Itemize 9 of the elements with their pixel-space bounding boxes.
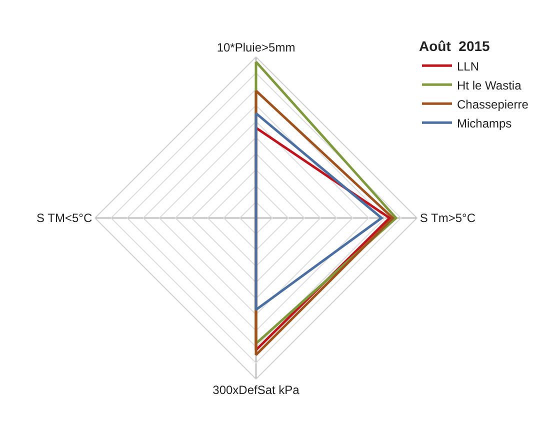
spoke-label: 300xDefSat kPa bbox=[212, 382, 300, 397]
legend-label: Chassepierre bbox=[457, 97, 529, 112]
spoke-label: S TM<5°C bbox=[36, 211, 92, 226]
legend-title: Août 2015 bbox=[419, 38, 490, 54]
legend-label: Michamps bbox=[457, 116, 512, 130]
legend-label: LLN bbox=[457, 59, 480, 74]
legend-label: Ht le Wastia bbox=[457, 78, 522, 92]
spoke-label: 10*Pluie>5mm bbox=[216, 40, 296, 55]
spoke-label: S Tm>5°C bbox=[420, 211, 476, 226]
